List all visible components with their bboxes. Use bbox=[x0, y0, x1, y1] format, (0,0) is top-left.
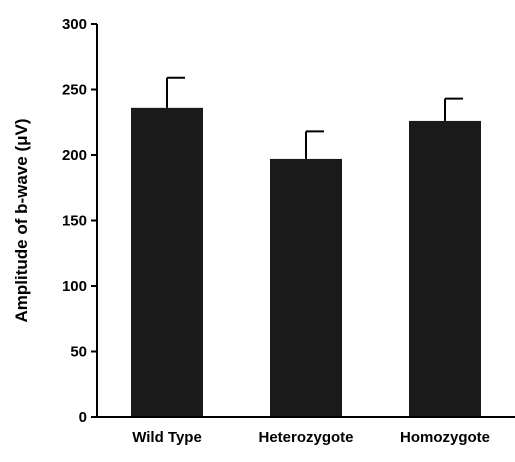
y-tick-label: 150 bbox=[62, 213, 87, 230]
x-category-labels: Wild Type Heterozygote Homozygote bbox=[132, 429, 490, 446]
bar-wild-type bbox=[131, 107, 203, 417]
x-category-label: Heterozygote bbox=[258, 429, 353, 446]
bar-homozygote bbox=[409, 120, 481, 417]
y-tick-label: 250 bbox=[62, 82, 87, 99]
y-tick-label: 300 bbox=[62, 16, 87, 33]
y-ticks-layer: 0 50 100 150 200 250 300 bbox=[62, 16, 97, 426]
x-category-label: Homozygote bbox=[400, 429, 490, 446]
x-category-label: Wild Type bbox=[132, 429, 202, 446]
bars-layer bbox=[131, 107, 481, 417]
y-tick-label: 200 bbox=[62, 147, 87, 164]
bar-heterozygote bbox=[270, 158, 342, 417]
y-axis-title: Amplitude of b-wave (μV) bbox=[12, 118, 31, 322]
y-tick-label: 50 bbox=[70, 344, 87, 361]
error-bars-layer bbox=[166, 76, 463, 159]
y-tick-label: 0 bbox=[79, 409, 87, 426]
y-tick-label: 100 bbox=[62, 278, 87, 295]
